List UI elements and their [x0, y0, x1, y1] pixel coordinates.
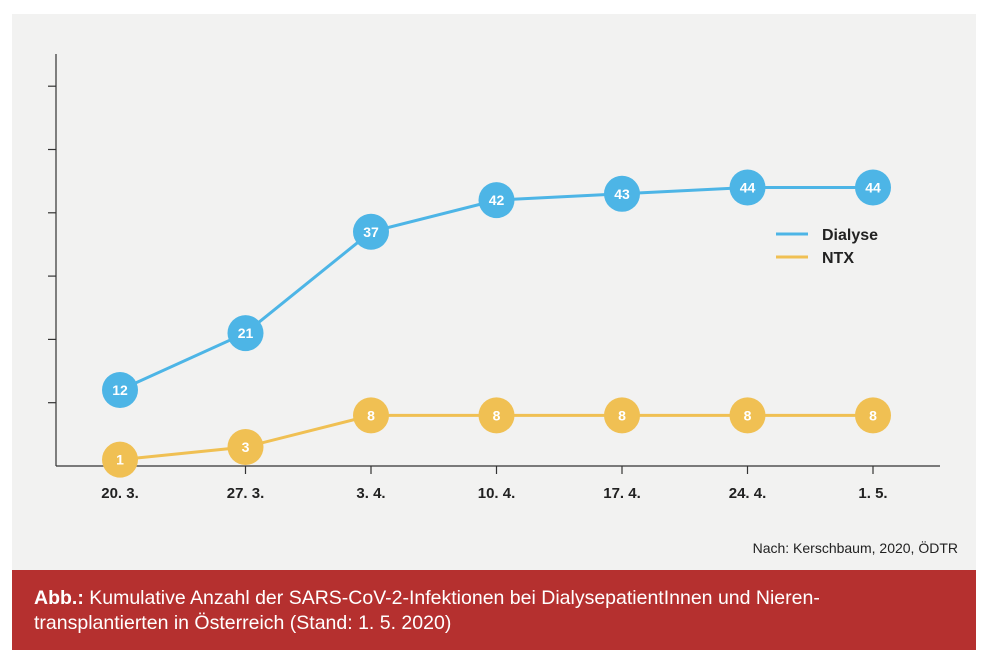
data-point [227, 429, 264, 466]
data-point [478, 397, 515, 434]
data-label: 44 [740, 179, 756, 195]
x-tick-label: 10. 4. [478, 485, 516, 502]
data-label: 8 [618, 407, 626, 423]
data-point [855, 169, 891, 206]
data-label: 8 [493, 407, 501, 423]
data-point [478, 182, 515, 219]
data-point [353, 397, 389, 434]
data-point [729, 169, 766, 206]
data-point [102, 441, 138, 478]
data-point [353, 213, 389, 250]
x-tick-label: 1. 5. [858, 485, 887, 502]
data-label: 37 [363, 224, 379, 240]
data-point [729, 397, 766, 434]
data-label: 8 [744, 407, 752, 423]
data-label: 42 [489, 192, 505, 208]
data-label: 8 [367, 407, 375, 423]
data-point [227, 315, 264, 352]
chart-panel [12, 14, 976, 650]
caption-prefix: Abb.: [34, 587, 84, 609]
figure-caption: Abb.: Kumulative Anzahl der SARS-CoV-2-I… [12, 570, 976, 650]
x-tick-label: 17. 4. [603, 485, 641, 502]
source-note: Nach: Kerschbaum, 2020, ÖDTR [752, 540, 958, 556]
data-label: 21 [238, 325, 254, 341]
data-point [604, 175, 640, 212]
data-label: 12 [112, 382, 128, 398]
caption-text: Kumulative Anzahl der SARS-CoV-2-Infekti… [34, 587, 820, 634]
line-chart: 20. 3. 27. 3. 3. 4. 10. 4. 17. 4. 24. 4. 1. 5.… [48, 54, 940, 502]
legend-label: NTX [822, 250, 854, 267]
x-tick-label: 3. 4. [356, 485, 385, 502]
data-label: 8 [869, 407, 877, 423]
data-label: 3 [242, 439, 250, 455]
data-label: 1 [116, 452, 124, 468]
legend-label: Dialyse [822, 227, 878, 244]
data-point [855, 397, 891, 434]
x-tick-label: 24. 4. [729, 485, 767, 502]
data-label: 43 [614, 186, 630, 202]
data-point [102, 372, 138, 409]
data-point [604, 397, 640, 434]
data-label: 44 [865, 179, 881, 195]
x-tick-label: 20. 3. [101, 485, 139, 502]
x-tick-label: 27. 3. [227, 485, 265, 502]
